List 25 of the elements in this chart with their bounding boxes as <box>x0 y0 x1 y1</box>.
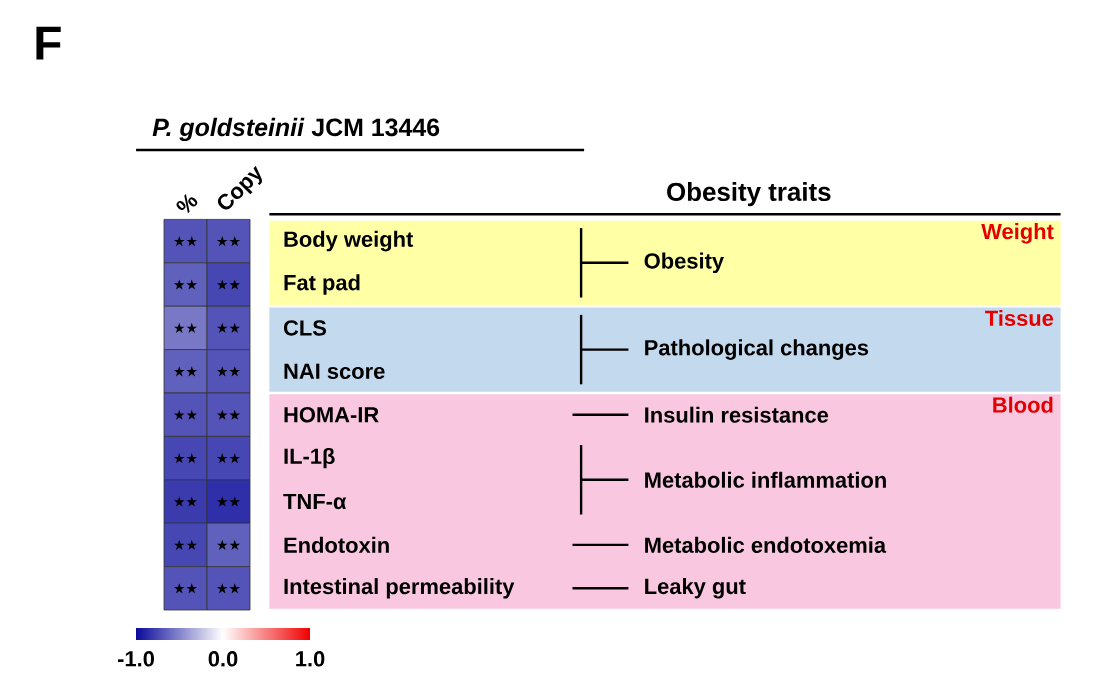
band-label: Weight <box>981 223 1054 244</box>
y-tick-label: Fat pad <box>284 274 360 295</box>
text: F <box>36 26 61 60</box>
y-tick-label: Body weight <box>284 230 414 252</box>
color-bar-label: -1.0 <box>117 651 154 667</box>
chart-title: P. goldsteinii JCM 13446 <box>152 117 440 142</box>
y-tick-label: Endotoxin <box>284 536 389 553</box>
y2-tick-label: Metabolic endotoxemia <box>645 536 887 553</box>
y2-tick-label: Metabolic inflammation <box>645 471 886 488</box>
color-bar-label: 1.0 <box>296 651 325 667</box>
text: Obesity traits <box>667 182 831 207</box>
y-tick-label: HOMA-IR <box>284 406 379 423</box>
x-tick-label: % <box>176 194 198 214</box>
y-tick-label: IL-1β <box>284 447 335 469</box>
y2-tick-label: Obesity <box>644 252 724 274</box>
band-label: Blood <box>993 396 1053 413</box>
y-tick-label: TNF-α <box>283 493 347 510</box>
y-tick-label: NAI score <box>284 363 385 379</box>
y2-tick-label: Insulin resistance <box>645 406 829 423</box>
y2-tick-label: Pathological changes <box>645 339 869 360</box>
y-tick-label: Intestinal permeability <box>284 578 515 599</box>
band-label: Tissue <box>985 309 1054 327</box>
color-bar-label: 0.0 <box>208 651 238 667</box>
y2-tick-label: Leaky gut <box>645 578 746 599</box>
y-tick-label: CLS <box>283 320 327 336</box>
